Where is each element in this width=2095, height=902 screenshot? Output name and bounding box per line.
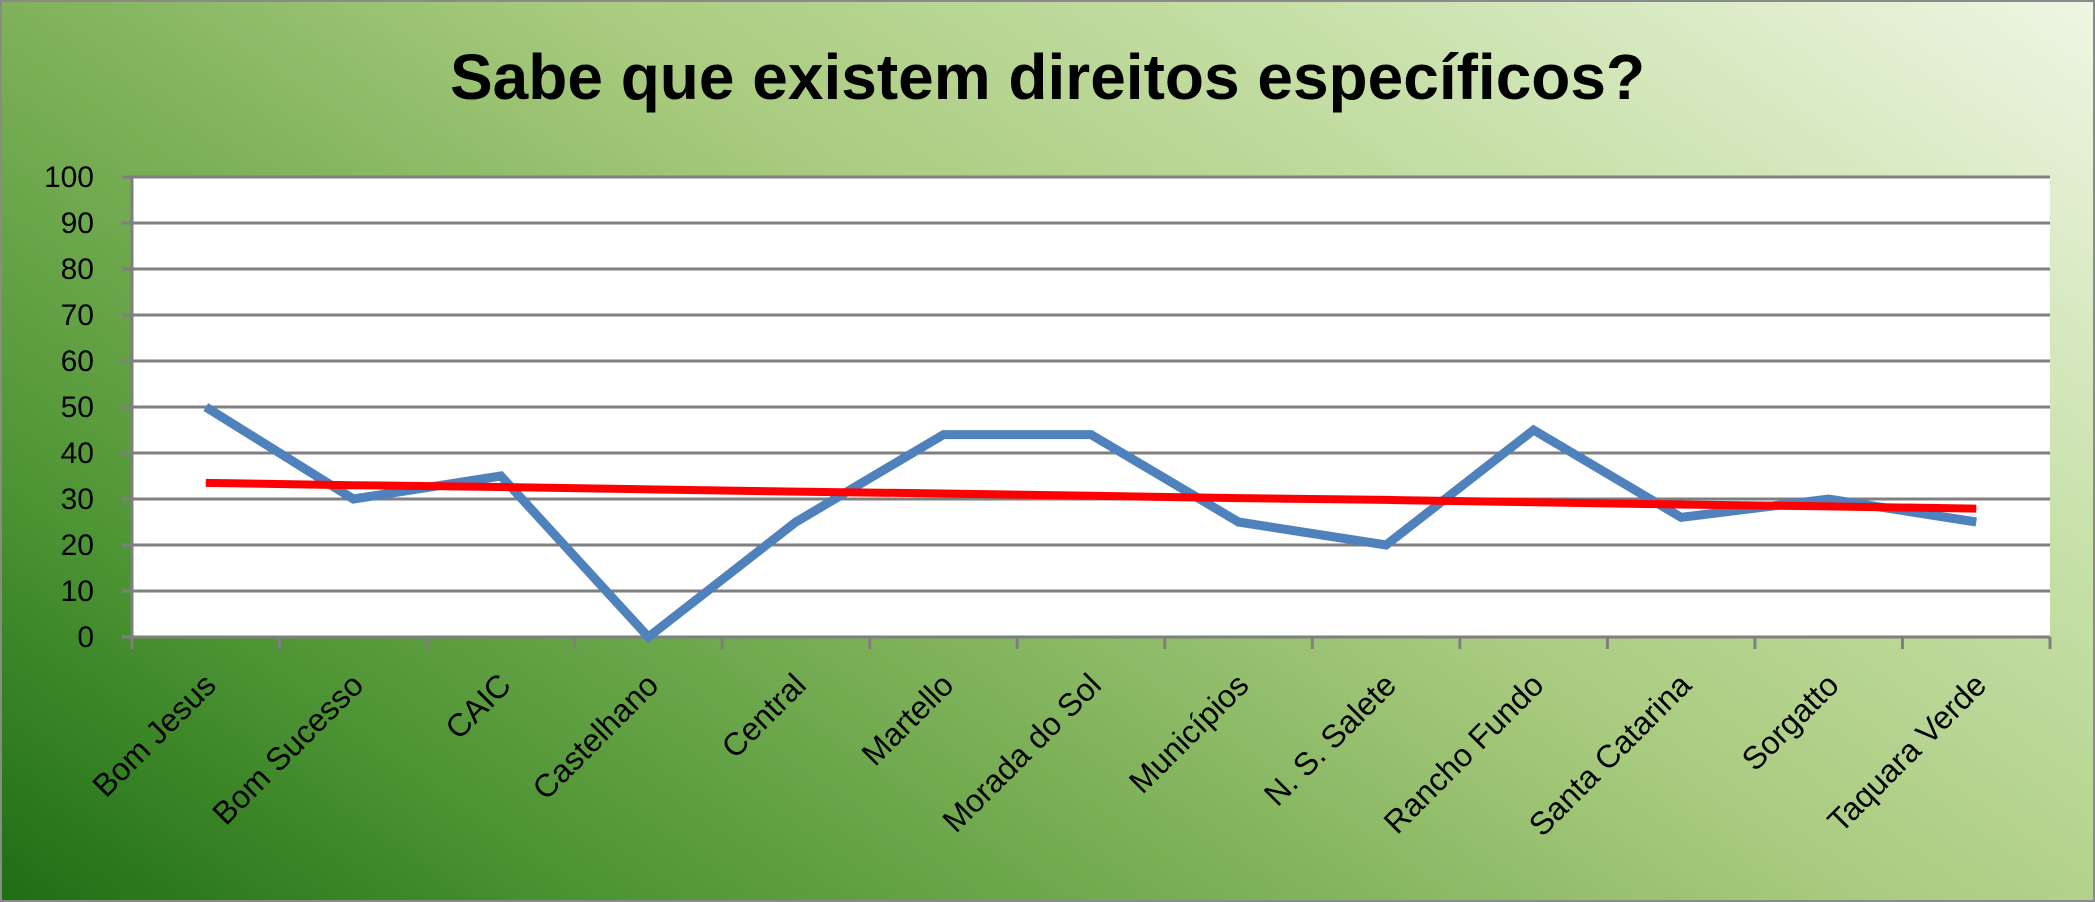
- data-point: [1090, 434, 1092, 436]
- x-tick-label: Taquara Verde: [1821, 666, 1994, 839]
- y-axis-ticks: 0 10 20 30 40 50 60 70 80 90 100: [44, 161, 132, 654]
- trend-point: [795, 491, 797, 493]
- trend-point: [1680, 504, 1682, 506]
- y-tick-label: 40: [61, 437, 94, 470]
- trend-point: [1975, 508, 1977, 510]
- data-point: [352, 498, 354, 500]
- x-tick-label: Municípios: [1122, 666, 1256, 800]
- trend-point: [942, 492, 944, 494]
- trend-point: [352, 484, 354, 486]
- x-tick-label: Sorgatto: [1735, 666, 1846, 777]
- y-tick-label: 50: [61, 391, 94, 424]
- data-point: [1385, 544, 1387, 546]
- data-point: [1533, 429, 1535, 431]
- x-tick-label: Bom Sucesso: [205, 666, 370, 831]
- chart-title: Sabe que existem direitos específicos?: [449, 41, 1646, 113]
- data-point: [1975, 521, 1977, 523]
- x-tick-label: Castelhano: [525, 666, 665, 806]
- trend-point: [1238, 497, 1240, 499]
- y-tick-label: 30: [61, 483, 94, 516]
- data-point: [500, 475, 502, 477]
- trend-point: [1090, 495, 1092, 497]
- data-point: [1680, 516, 1682, 518]
- trend-point: [205, 482, 207, 484]
- data-point: [1238, 521, 1240, 523]
- y-tick-label: 10: [61, 575, 94, 608]
- x-tick-label: Morada do Sol: [935, 666, 1108, 839]
- y-tick-label: 100: [44, 161, 94, 194]
- x-tick-label: N. S. Salete: [1257, 666, 1403, 812]
- trend-point: [1533, 501, 1535, 503]
- y-tick-label: 20: [61, 529, 94, 562]
- x-tick-label: CAIC: [438, 666, 518, 746]
- y-tick-label: 70: [61, 299, 94, 332]
- x-tick-label: Bom Jesus: [85, 666, 222, 803]
- axes: [130, 177, 2050, 647]
- trend-point: [1828, 505, 1830, 507]
- trend-point: [1385, 499, 1387, 501]
- data-point: [205, 406, 207, 408]
- series-lines: [203, 403, 1977, 644]
- data-point: [1828, 498, 1830, 500]
- data-point: [942, 434, 944, 436]
- trend-point: [500, 486, 502, 488]
- data-point: [647, 636, 649, 638]
- y-tick-label: 0: [77, 621, 94, 654]
- data-point: [795, 521, 797, 523]
- y-tick-label: 90: [61, 207, 94, 240]
- y-tick-label: 80: [61, 253, 94, 286]
- trend-point: [647, 488, 649, 490]
- y-tick-label: 60: [61, 345, 94, 378]
- x-tick-label: Central: [714, 666, 812, 764]
- x-tick-label: Martello: [854, 666, 960, 772]
